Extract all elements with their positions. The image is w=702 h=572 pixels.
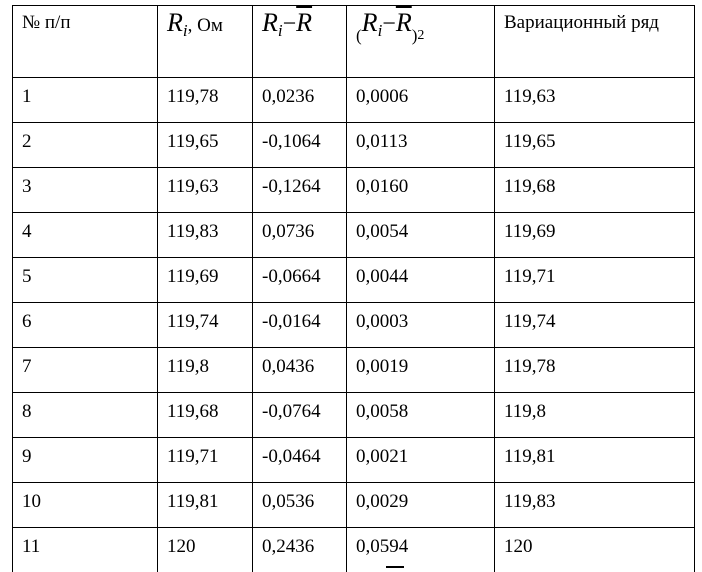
table-cell: 0,0113 <box>346 122 495 168</box>
table-cell: 0,0236 <box>252 77 347 123</box>
header-subscript: i <box>182 21 188 40</box>
table-cell: 0,0029 <box>346 482 495 528</box>
table-cell: 0,0019 <box>346 347 495 393</box>
table-row: 11 120 0,2436 0,0594 120 <box>12 527 695 572</box>
header-symbol: R <box>262 8 278 37</box>
table-body: № п/п Ri, Ом Ri−R (Ri−R)2 Вариационный р… <box>12 5 695 572</box>
table-cell: 119,78 <box>157 77 253 123</box>
table-cell: 119,8 <box>157 347 253 393</box>
table-cell: 119,68 <box>494 167 695 213</box>
table-row: 4 119,83 0,0736 0,0054 119,69 <box>12 212 695 258</box>
table-cell: 0,0736 <box>252 212 347 258</box>
table-cell: 119,65 <box>157 122 253 168</box>
table-cell: 7 <box>12 347 158 393</box>
table-cell: 4 <box>12 212 158 258</box>
header-symbol: R <box>167 8 183 37</box>
table-cell: 2 <box>12 122 158 168</box>
table-cell: 0,0006 <box>346 77 495 123</box>
table-row: 8 119,68 -0,0764 0,0058 119,8 <box>12 392 695 438</box>
table-cell: 119,63 <box>494 77 695 123</box>
table-cell: 8 <box>12 392 158 438</box>
table-cell: 119,65 <box>494 122 695 168</box>
table-cell: -0,0164 <box>252 302 347 348</box>
table-cell: 119,81 <box>157 482 253 528</box>
table-cell: 119,81 <box>494 437 695 483</box>
table-cell: -0,0464 <box>252 437 347 483</box>
header-paren: ) <box>411 26 418 45</box>
table-row: 6 119,74 -0,0164 0,0003 119,74 <box>12 302 695 348</box>
table-cell: -0,0764 <box>252 392 347 438</box>
table-row: 3 119,63 -0,1264 0,0160 119,68 <box>12 167 695 213</box>
table-cell: 0,0160 <box>346 167 495 213</box>
table-row: 5 119,69 -0,0664 0,0044 119,71 <box>12 257 695 303</box>
table-cell: -0,1064 <box>252 122 347 168</box>
table-cell: 5 <box>12 257 158 303</box>
header-minus: − <box>382 11 396 37</box>
table-cell: 0,0594 <box>346 527 495 572</box>
table-cell: 119,78 <box>494 347 695 393</box>
header-cell: (Ri−R)2 <box>346 5 495 78</box>
header-paren: ( <box>356 26 362 45</box>
table-cell: 120 <box>157 527 253 572</box>
table-cell: 0,0003 <box>346 302 495 348</box>
header-cell: Вариационный ряд <box>494 5 695 78</box>
header-unit: , Ом <box>187 15 223 36</box>
table-cell: 10 <box>12 482 158 528</box>
header-symbol: R <box>361 8 378 37</box>
table-cell: 119,68 <box>157 392 253 438</box>
table-cell: 0,0436 <box>252 347 347 393</box>
table-cell: 119,8 <box>494 392 695 438</box>
header-mean: R <box>395 8 412 37</box>
table-cell: 119,74 <box>157 302 253 348</box>
header-cell: № п/п <box>12 5 158 78</box>
table-cell: 0,0021 <box>346 437 495 483</box>
table-cell: 119,69 <box>157 257 253 303</box>
table-cell: -0,1264 <box>252 167 347 213</box>
data-table: № п/п Ri, Ом Ri−R (Ri−R)2 Вариационный р… <box>12 5 695 572</box>
table-cell: 119,63 <box>157 167 253 213</box>
table-row: 2 119,65 -0,1064 0,0113 119,65 <box>12 122 695 168</box>
table-cell: 119,83 <box>494 482 695 528</box>
table-row: 7 119,8 0,0436 0,0019 119,78 <box>12 347 695 393</box>
table-cell: 119,83 <box>157 212 253 258</box>
table-cell: 6 <box>12 302 158 348</box>
header-text: Вариационный ряд <box>504 12 659 33</box>
header-cell: Ri, Ом <box>157 5 253 78</box>
table-row: 9 119,71 -0,0464 0,0021 119,81 <box>12 437 695 483</box>
table-cell: 119,71 <box>494 257 695 303</box>
table-cell: 120 <box>494 527 695 572</box>
table-cell: 0,2436 <box>252 527 347 572</box>
table-cell: -0,0664 <box>252 257 347 303</box>
header-minus: − <box>282 11 297 37</box>
table-cell: 119,74 <box>494 302 695 348</box>
table-cell: 0,0054 <box>346 212 495 258</box>
overline-fragment <box>386 566 404 568</box>
table-cell: 1 <box>12 77 158 123</box>
table-row: 10 119,81 0,0536 0,0029 119,83 <box>12 482 695 528</box>
table-cell: 11 <box>12 527 158 572</box>
table-cell: 0,0536 <box>252 482 347 528</box>
table-row: 1 119,78 0,0236 0,0006 119,63 <box>12 77 695 123</box>
header-subscript: i <box>377 21 383 40</box>
table-cell: 119,69 <box>494 212 695 258</box>
header-text: № п/п <box>22 12 71 33</box>
table-cell: 0,0044 <box>346 257 495 303</box>
header-cell: Ri−R <box>252 5 347 78</box>
header-power: 2 <box>417 28 425 43</box>
table-cell: 119,71 <box>157 437 253 483</box>
table-cell: 9 <box>12 437 158 483</box>
header-mean: R <box>296 8 313 37</box>
header-row: № п/п Ri, Ом Ri−R (Ri−R)2 Вариационный р… <box>12 5 695 78</box>
table-cell: 0,0058 <box>346 392 495 438</box>
table-cell: 3 <box>12 167 158 213</box>
header-subscript: i <box>277 21 283 40</box>
